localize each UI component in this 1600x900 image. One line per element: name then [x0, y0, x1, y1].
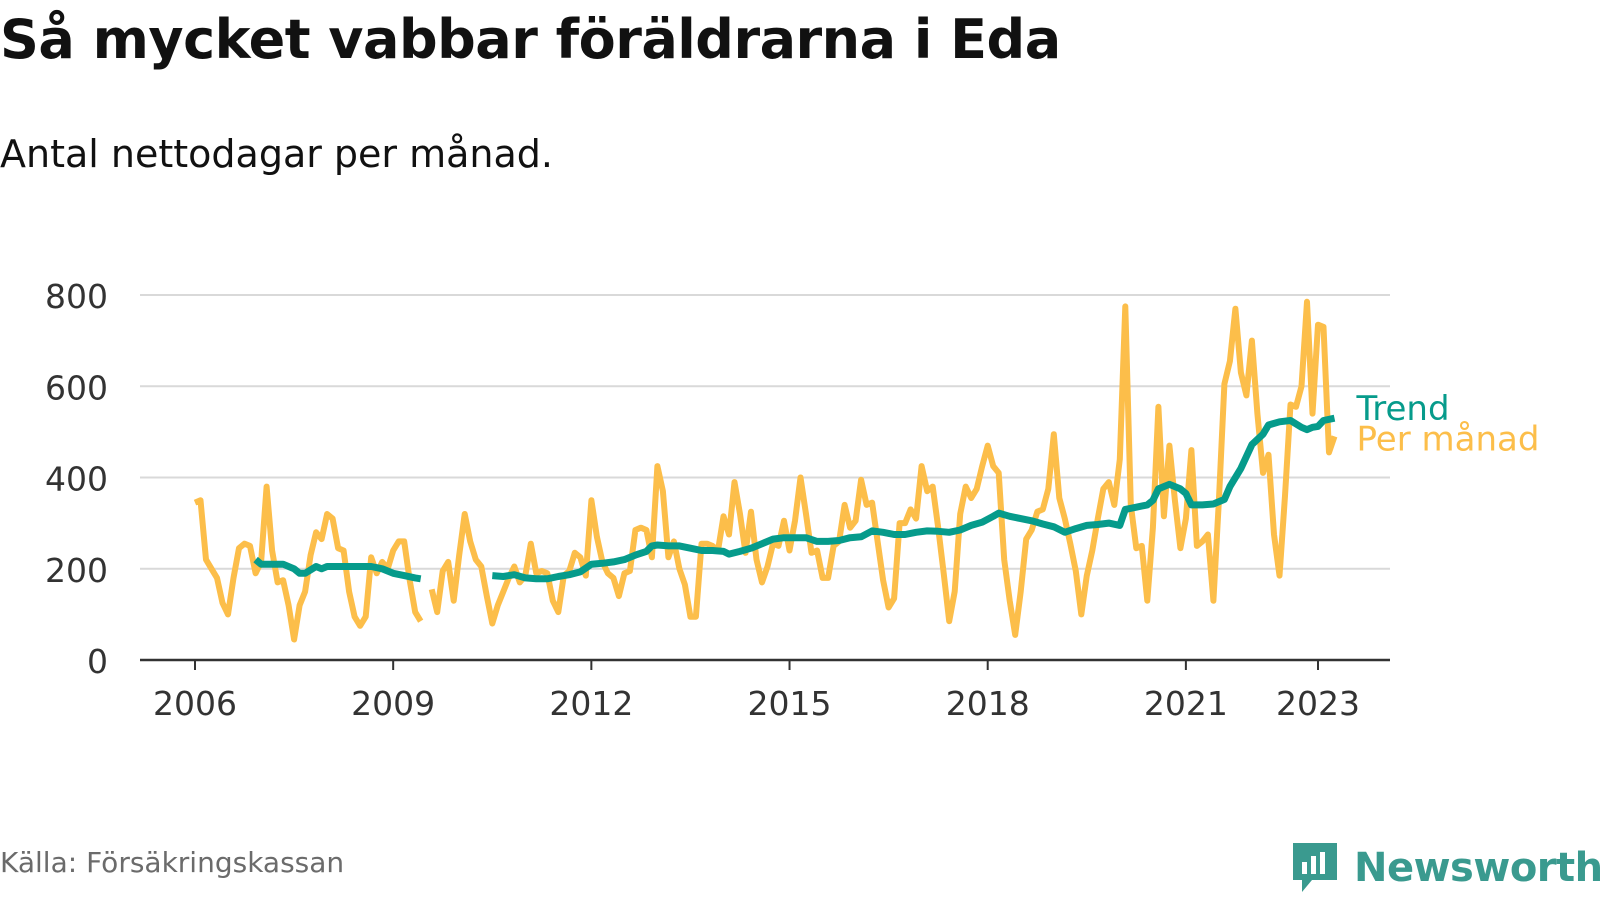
trend-series-line — [492, 414, 1336, 583]
y-tick-label: 600 — [45, 368, 108, 407]
chart-title: Så mycket vabbar föräldrarna i Eda — [0, 8, 1061, 71]
y-tick-label: 0 — [87, 642, 108, 681]
brand-name: Newsworthy — [1354, 845, 1600, 891]
x-tick-label: 2023 — [1276, 684, 1360, 723]
newsworthy-logo-icon — [1293, 843, 1337, 892]
trend-series-label: Trend — [1356, 389, 1450, 429]
x-tick-label: 2009 — [351, 684, 435, 723]
x-tick-label: 2012 — [549, 684, 633, 723]
y-tick-label: 200 — [45, 551, 108, 590]
x-tick-label: 2006 — [153, 684, 237, 723]
y-tick-label: 800 — [45, 277, 108, 316]
x-tick-label: 2015 — [748, 684, 832, 723]
x-tick-label: 2021 — [1144, 684, 1228, 723]
trend-series-line — [253, 556, 422, 583]
brand-logo: Newsworthy — [1290, 840, 1600, 896]
chart-subtitle: Antal nettodagar per månad. — [0, 132, 554, 176]
y-tick-label: 400 — [45, 460, 108, 499]
monthly-series-line — [428, 298, 1338, 638]
source-note: Källa: Försäkringskassan — [0, 846, 345, 879]
monthly-series-label: Per månad — [1357, 419, 1540, 459]
x-tick-label: 2018 — [946, 684, 1030, 723]
monthly-series-line — [193, 483, 424, 643]
